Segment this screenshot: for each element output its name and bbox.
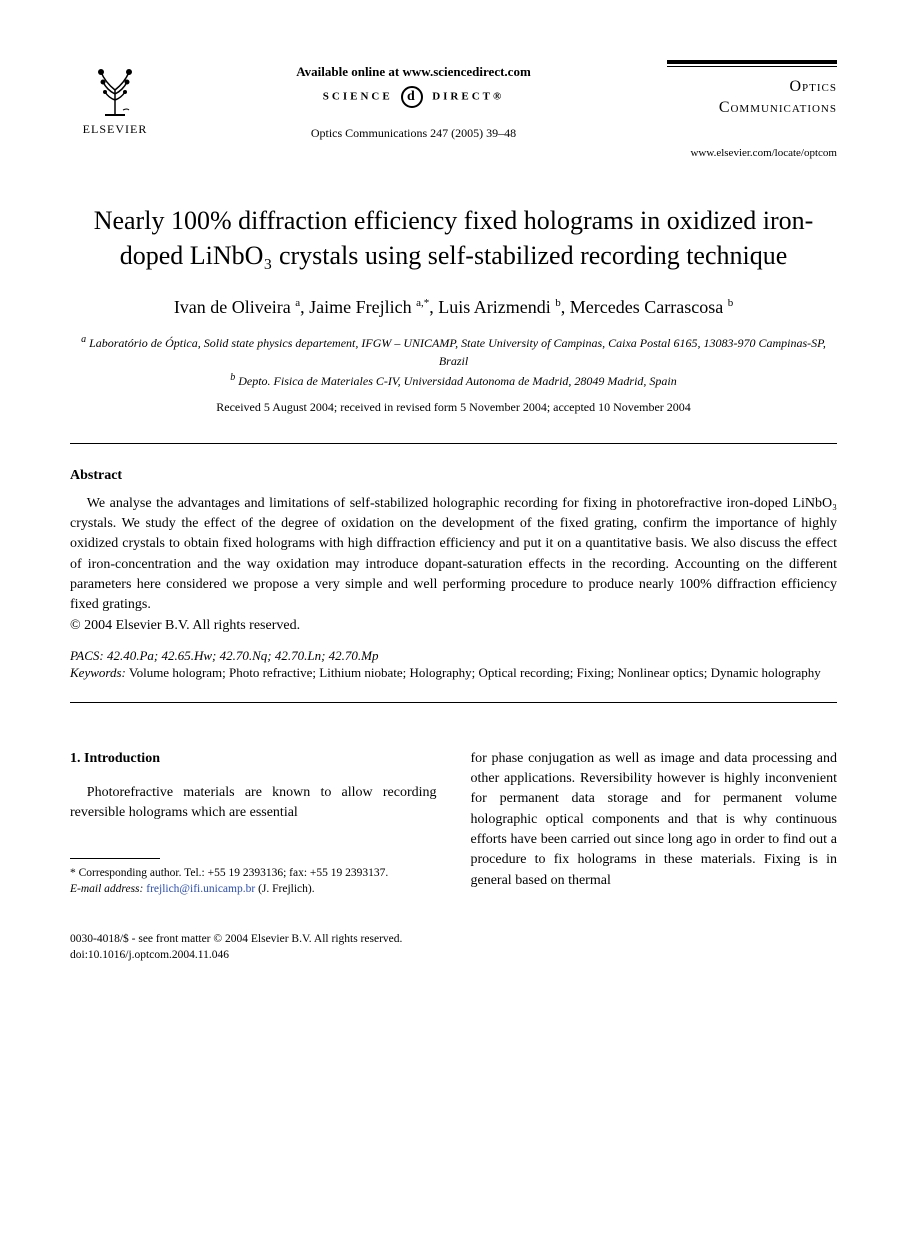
email-label: E-mail address: bbox=[70, 883, 143, 895]
author-sep-1: , bbox=[300, 297, 309, 317]
pacs-value: 42.40.Pa; 42.65.Hw; 42.70.Nq; 42.70.Ln; … bbox=[104, 648, 379, 663]
affil-b-text: Depto. Fisica de Materiales C-IV, Univer… bbox=[235, 374, 677, 388]
footnote-rule bbox=[70, 858, 160, 859]
author-3: Luis Arizmendi bbox=[438, 297, 555, 317]
intro-para-right: for phase conjugation as well as image a… bbox=[471, 749, 838, 891]
authors-line: Ivan de Oliveira a, Jaime Frejlich a,*, … bbox=[70, 297, 837, 318]
affil-a-text: Laboratório de Óptica, Solid state physi… bbox=[86, 336, 826, 368]
header-center: Available online at www.sciencedirect.co… bbox=[160, 60, 667, 141]
abstract-body: We analyse the advantages and limitation… bbox=[70, 494, 837, 616]
corr-text: Corresponding author. Tel.: +55 19 23931… bbox=[79, 867, 389, 879]
journal-bar-thick bbox=[667, 60, 837, 64]
author-2: Jaime Frejlich bbox=[309, 297, 416, 317]
journal-name: Optics Communications bbox=[667, 77, 837, 119]
footer-line-2: doi:10.1016/j.optcom.2004.11.046 bbox=[70, 949, 229, 961]
journal-bar-thin bbox=[667, 66, 837, 67]
sciencedirect-logo: SCIENCE d DIRECT® bbox=[160, 86, 667, 108]
journal-block: Optics Communications www.elsevier.com/l… bbox=[667, 60, 837, 159]
corr-star: * bbox=[70, 867, 79, 879]
sd-d-icon: d bbox=[401, 86, 423, 108]
publisher-logo-label: ELSEVIER bbox=[83, 122, 148, 137]
pacs-line: PACS: 42.40.Pa; 42.65.Hw; 42.70.Nq; 42.7… bbox=[70, 648, 837, 664]
rule-above-abstract bbox=[70, 443, 837, 444]
article-dates: Received 5 August 2004; received in revi… bbox=[70, 400, 837, 415]
abstract-copyright: © 2004 Elsevier B.V. All rights reserved… bbox=[70, 618, 837, 634]
body-columns: 1. Introduction Photorefractive material… bbox=[70, 749, 837, 897]
section-1-heading: 1. Introduction bbox=[70, 749, 437, 769]
author-4-sup: b bbox=[728, 297, 734, 309]
email-who: (J. Frejlich). bbox=[258, 883, 315, 895]
column-right: for phase conjugation as well as image a… bbox=[471, 749, 838, 897]
intro-para-left: Photorefractive materials are known to a… bbox=[70, 783, 437, 824]
journal-url[interactable]: www.elsevier.com/locate/optcom bbox=[667, 147, 837, 159]
publisher-logo-block: ELSEVIER bbox=[70, 60, 160, 137]
column-left: 1. Introduction Photorefractive material… bbox=[70, 749, 437, 897]
citation-line: Optics Communications 247 (2005) 39–48 bbox=[160, 126, 667, 141]
article-title: Nearly 100% diffraction efficiency fixed… bbox=[70, 203, 837, 273]
author-sep-3: , bbox=[561, 297, 570, 317]
author-4: Mercedes Carrascosa bbox=[570, 297, 728, 317]
affiliations: a Laboratório de Óptica, Solid state phy… bbox=[70, 332, 837, 390]
corresponding-footnote: * Corresponding author. Tel.: +55 19 239… bbox=[70, 865, 437, 897]
pacs-label: PACS: bbox=[70, 648, 104, 663]
email-link[interactable]: frejlich@ifi.unicamp.br bbox=[143, 883, 258, 895]
sd-suffix: DIRECT® bbox=[432, 91, 504, 103]
sd-prefix: SCIENCE bbox=[323, 91, 393, 103]
keywords-value: Volume hologram; Photo refractive; Lithi… bbox=[126, 665, 821, 680]
abstract-heading: Abstract bbox=[70, 468, 837, 484]
rule-below-abstract bbox=[70, 702, 837, 703]
keywords-label: Keywords: bbox=[70, 665, 126, 680]
keywords-line: Keywords: Volume hologram; Photo refract… bbox=[70, 664, 837, 682]
author-sep-2: , bbox=[429, 297, 438, 317]
elsevier-tree-icon bbox=[85, 60, 145, 120]
available-online-text: Available online at www.sciencedirect.co… bbox=[160, 64, 667, 80]
journal-name-line1: Optics bbox=[789, 78, 837, 95]
page-footer: 0030-4018/$ - see front matter © 2004 El… bbox=[70, 931, 837, 963]
footer-line-1: 0030-4018/$ - see front matter © 2004 El… bbox=[70, 933, 402, 945]
author-1: Ivan de Oliveira bbox=[174, 297, 295, 317]
journal-name-line2: Communications bbox=[719, 99, 837, 116]
header-row: ELSEVIER Available online at www.science… bbox=[70, 60, 837, 159]
author-2-sup: a,* bbox=[416, 297, 429, 309]
